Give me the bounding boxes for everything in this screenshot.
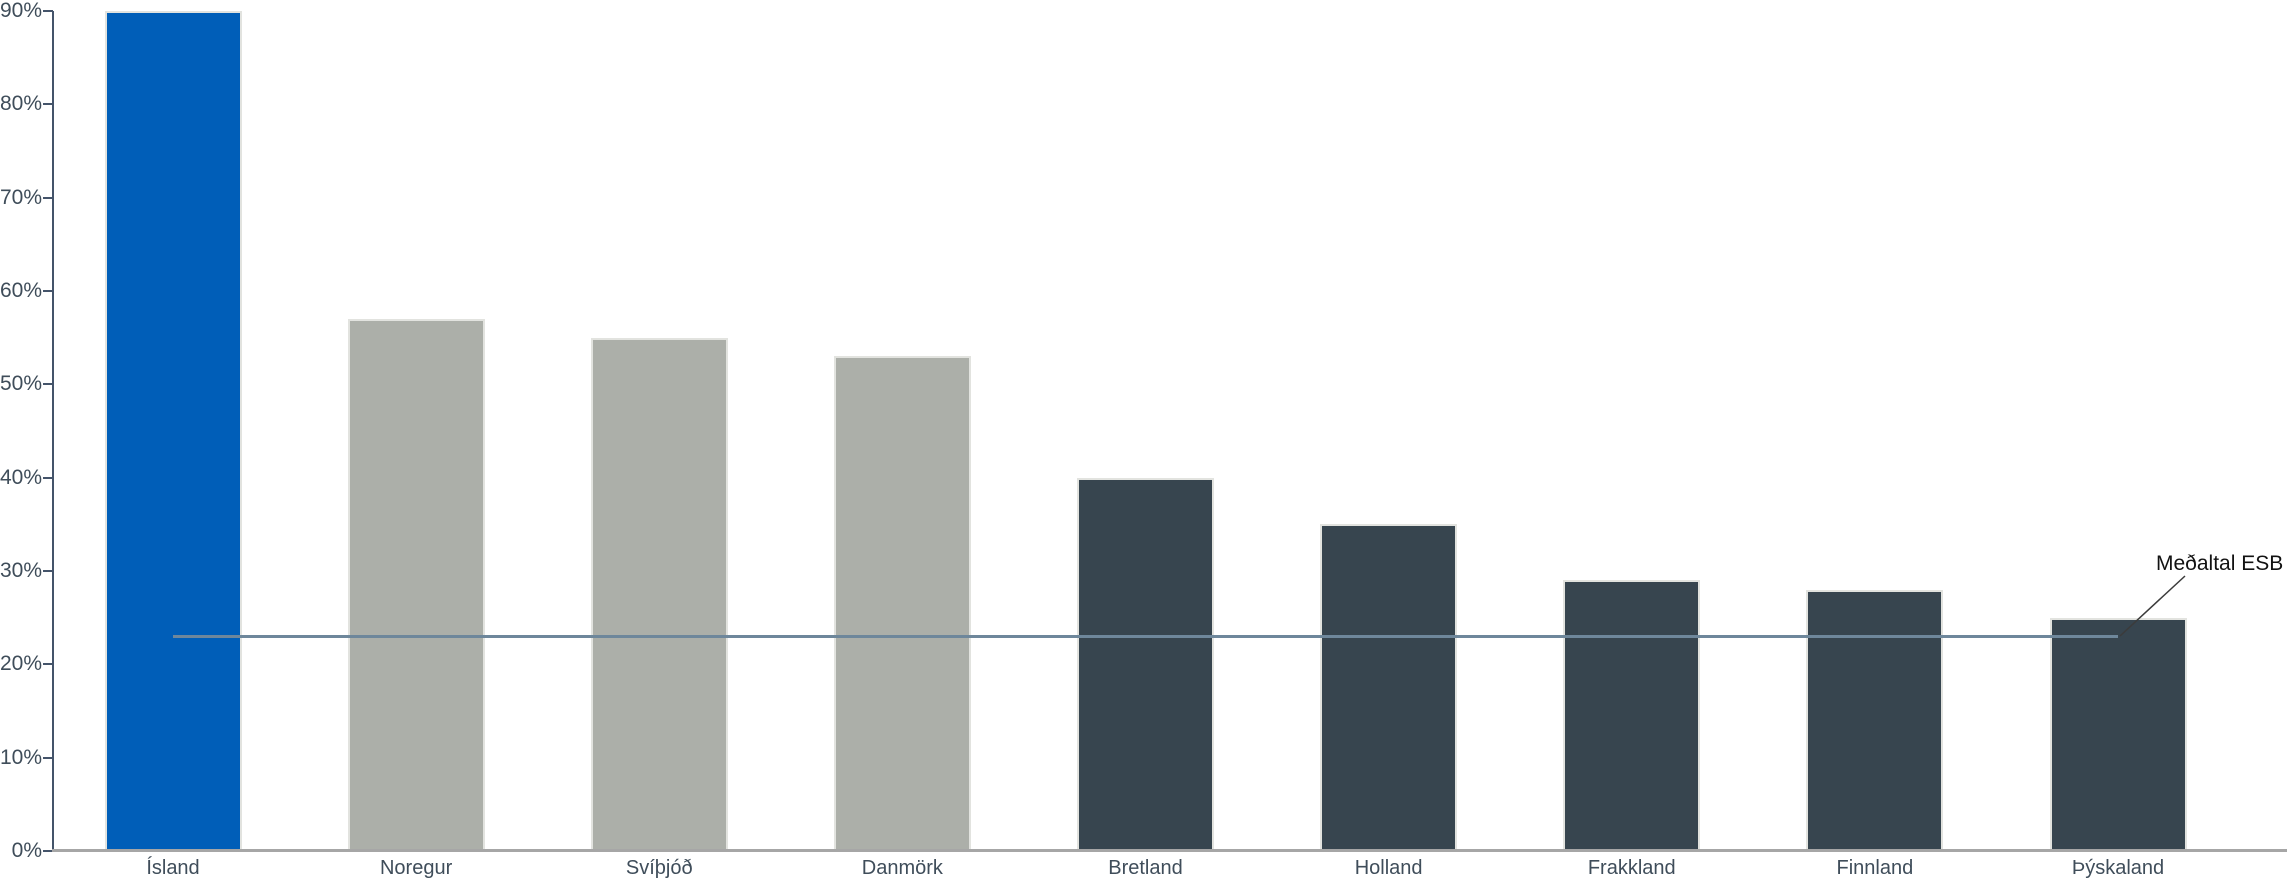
bar-ísland	[104, 11, 242, 851]
y-tick	[43, 103, 53, 106]
y-tick-label: 10%	[0, 745, 43, 769]
y-tick	[43, 290, 53, 292]
bar-noregur	[347, 319, 485, 851]
y-tick-label: 70%	[0, 185, 43, 209]
bar-þýskaland	[2049, 617, 2187, 851]
y-tick	[43, 663, 53, 666]
average-reference-line	[173, 634, 2118, 638]
y-axis-line	[52, 11, 54, 851]
bar-bretland	[1077, 477, 1214, 851]
average-label: Meðaltal ESB	[2156, 552, 2284, 575]
bar-svíþjóð	[590, 337, 728, 851]
bar-danmörk	[833, 356, 971, 851]
y-tick-label: 50%	[0, 372, 43, 396]
x-category-label: Danmörk	[861, 857, 943, 879]
x-category-label: Svíþjóð	[625, 857, 693, 879]
x-axis-line	[52, 849, 2287, 852]
y-tick-label: 90%	[0, 0, 43, 22]
bar-frakkland	[1563, 580, 1701, 851]
x-category-label: Þýskaland	[2071, 857, 2165, 879]
bar-finnland	[1806, 589, 1944, 851]
y-tick	[43, 383, 53, 386]
y-tick	[43, 196, 53, 199]
x-category-label: Ísland	[146, 857, 200, 879]
x-category-label: Bretland	[1108, 857, 1183, 879]
bar-holland	[1320, 524, 1458, 851]
y-tick-label: 80%	[0, 92, 43, 116]
y-tick	[43, 10, 53, 12]
y-tick-label: 40%	[0, 465, 43, 489]
x-category-label: Noregur	[379, 857, 453, 879]
y-tick	[43, 570, 53, 572]
x-category-label: Frakkland	[1587, 857, 1676, 879]
y-tick-label: 20%	[0, 652, 43, 676]
y-tick	[43, 850, 53, 852]
y-tick	[43, 476, 53, 479]
x-category-label: Holland	[1354, 857, 1423, 879]
y-tick-label: 60%	[0, 279, 43, 302]
y-tick-label: 0%	[11, 839, 42, 862]
y-tick	[43, 756, 53, 759]
x-category-label: Finnland	[1836, 857, 1914, 879]
y-tick-label: 30%	[0, 559, 43, 582]
